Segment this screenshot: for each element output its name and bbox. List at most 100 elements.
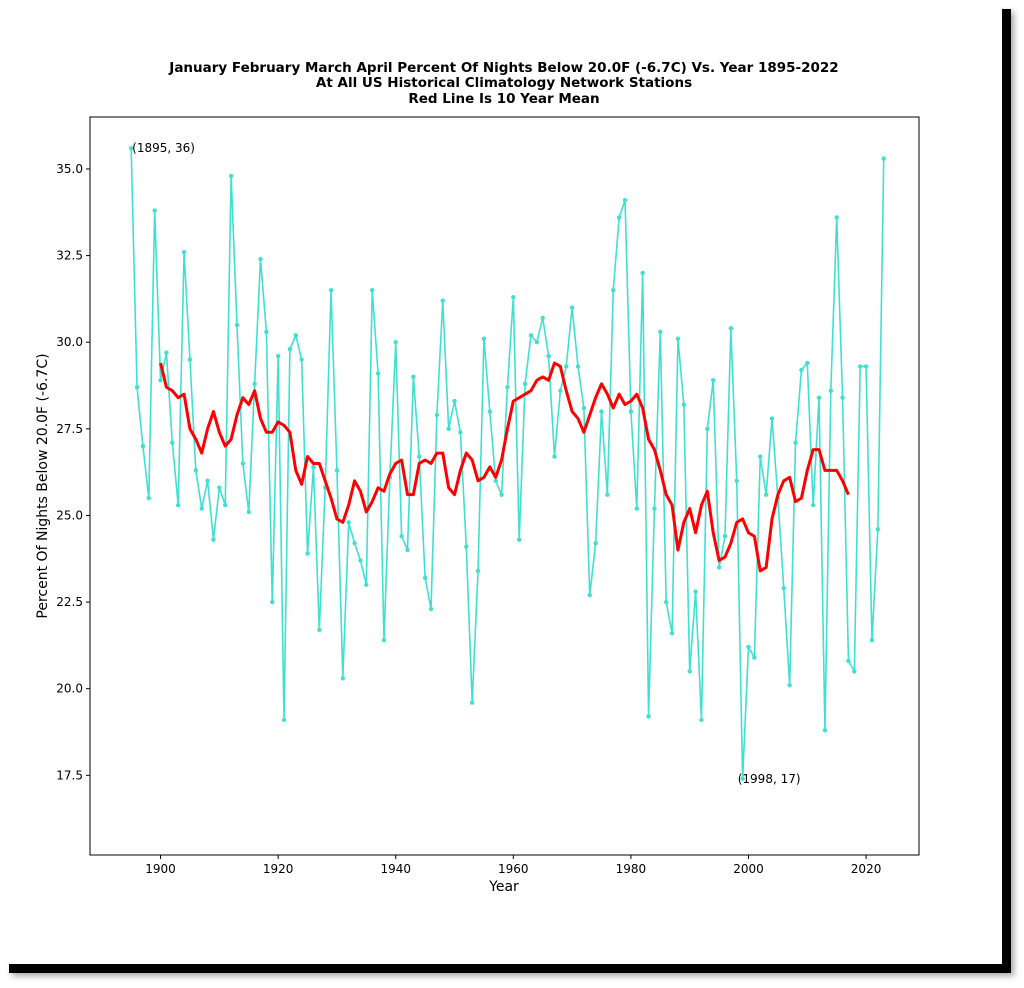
annual-point [593,540,598,546]
x-tick-label: 2000 [733,862,764,876]
annual-point [534,340,540,345]
y-axis: 17.5 20.0 22.5 25.0 27.5 30.0 32.5 35.0 [56,162,90,782]
annual-point [640,270,645,276]
annual-point [869,637,875,643]
annual-point [781,586,786,591]
annual-point [175,502,181,508]
annual-point [646,714,651,719]
annual-point [616,215,622,220]
line-chart: January February March April Percent Of … [35,60,920,895]
annual-point [505,385,510,390]
annual-point [787,683,792,688]
annual-point [428,606,434,612]
annual-point [622,197,628,203]
x-tick-label: 1940 [380,862,411,876]
annual-point [275,353,281,359]
annual-point [217,485,222,490]
annual-point [511,294,516,300]
annual-point [540,315,545,321]
annual-point [846,658,851,664]
annual-point [446,426,451,432]
x-tick-label: 1920 [263,862,294,876]
annotation-label: (1895, 36) [132,141,195,155]
annual-point [228,173,234,179]
annual-point [758,454,763,459]
annual-point [711,378,716,383]
annual-point [270,599,275,605]
x-tick-label: 1960 [498,862,529,876]
annual-point [440,298,445,303]
annual-point [469,700,475,705]
annual-point [840,395,845,400]
annual-point [663,599,669,605]
annual-point [399,534,404,539]
annual-point [516,537,522,542]
y-tick-label: 22.5 [56,595,83,609]
annual-point [528,333,534,338]
annual-point [234,322,240,328]
y-tick-label: 20.0 [56,682,83,696]
annual-point [246,509,251,515]
x-tick-label: 1900 [145,862,176,876]
annual-point [828,388,834,393]
annotations: (1895, 36) (1998, 17) [132,141,800,786]
y-tick-label: 17.5 [56,768,83,782]
annual-point [128,145,134,151]
annual-point [669,631,675,636]
annual-point [805,360,810,366]
annual-point [793,440,798,445]
y-tick-label: 30.0 [56,335,83,349]
annual-point [681,402,687,407]
plot-area [89,116,920,856]
annual-point [258,256,263,262]
annual-point [287,346,293,352]
annual-point [740,776,745,781]
y-tick-label: 32.5 [56,249,83,263]
annual-point [281,717,287,723]
annual-point [875,527,881,532]
annual-point [352,540,357,546]
annual-point [311,464,316,470]
annual-point [481,336,487,341]
figure-frame: January February March April Percent Of … [35,60,920,895]
annual-point [799,367,804,373]
annual-point [475,568,481,574]
annual-point [769,416,775,421]
annual-point [569,305,575,310]
annual-point [546,353,551,359]
annual-point [252,381,257,386]
annual-point [693,589,698,594]
annual-point [575,364,581,369]
annual-point [393,340,398,345]
title-line-3: Red Line Is 10 Year Mean [408,91,599,107]
annual-point [458,430,463,435]
x-tick-label: 1980 [616,862,647,876]
annual-point [293,333,298,338]
annual-point [881,156,886,161]
annual-point [211,537,216,542]
annotation-label: (1998, 17) [738,772,801,786]
annual-point [464,544,469,549]
annual-point [417,454,422,459]
annual-point [334,468,340,473]
annual-point [605,492,610,497]
annual-point [611,288,616,293]
y-axis-label: Percent Of Nights Below 20.0F (-6.7C) [35,353,51,618]
annual-point [317,627,322,632]
annual-point [499,492,504,497]
annual-point [199,506,204,511]
annual-point [340,676,346,681]
annual-point [564,364,569,369]
chart-title: January February March April Percent Of … [168,60,838,107]
annual-point [652,506,657,511]
annual-point [305,551,310,556]
x-tick-label: 2020 [851,862,882,876]
annual-point [763,492,769,497]
annual-point [205,478,210,484]
annual-point [822,728,828,733]
annual-series [128,145,886,781]
annual-point [370,288,375,293]
annual-point [422,575,428,581]
mean-line [159,361,850,573]
annual-point [152,208,157,213]
